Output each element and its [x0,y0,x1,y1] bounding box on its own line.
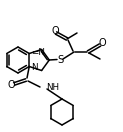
Text: O: O [7,80,15,90]
Text: O: O [51,26,59,36]
Text: N: N [31,63,37,72]
Text: O: O [98,38,106,48]
Text: =N: =N [31,48,45,57]
Text: S: S [57,55,63,65]
Text: NH: NH [46,83,59,92]
